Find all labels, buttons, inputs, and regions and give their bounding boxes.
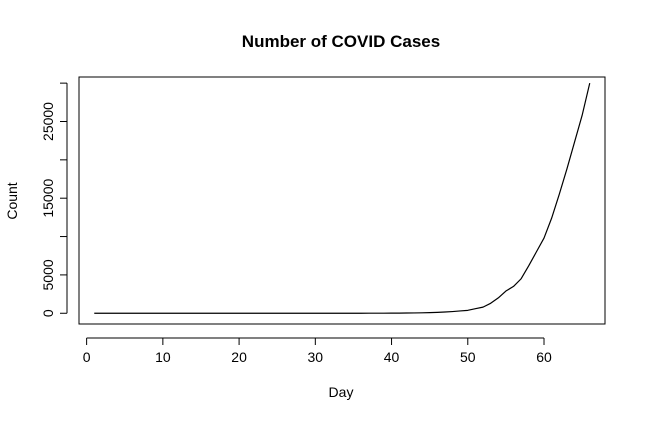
x-axis-label: Day: [329, 384, 354, 400]
y-tick-label: 5000: [40, 259, 56, 290]
x-tick-label: 20: [231, 349, 247, 365]
series-line: [94, 83, 591, 314]
x-tick-label: 30: [308, 349, 324, 365]
y-tick-label: 25000: [40, 102, 56, 141]
chart-title: Number of COVID Cases: [242, 32, 440, 51]
y-tick-label: 0: [40, 309, 56, 317]
y-axis: 0 5000 15000 25000: [40, 82, 68, 317]
plot-frame: [78, 76, 606, 325]
x-tick-label: 50: [460, 349, 476, 365]
x-tick-label: 40: [384, 349, 400, 365]
x-tick-label: 60: [536, 349, 552, 365]
y-axis-label: Count: [4, 182, 20, 219]
series-layer: [94, 83, 591, 314]
x-tick-label: 10: [155, 349, 171, 365]
y-tick-label: 15000: [40, 179, 56, 218]
x-axis: 0 10 20 30 40 50 60: [83, 337, 552, 365]
x-tick-label: 0: [83, 349, 91, 365]
